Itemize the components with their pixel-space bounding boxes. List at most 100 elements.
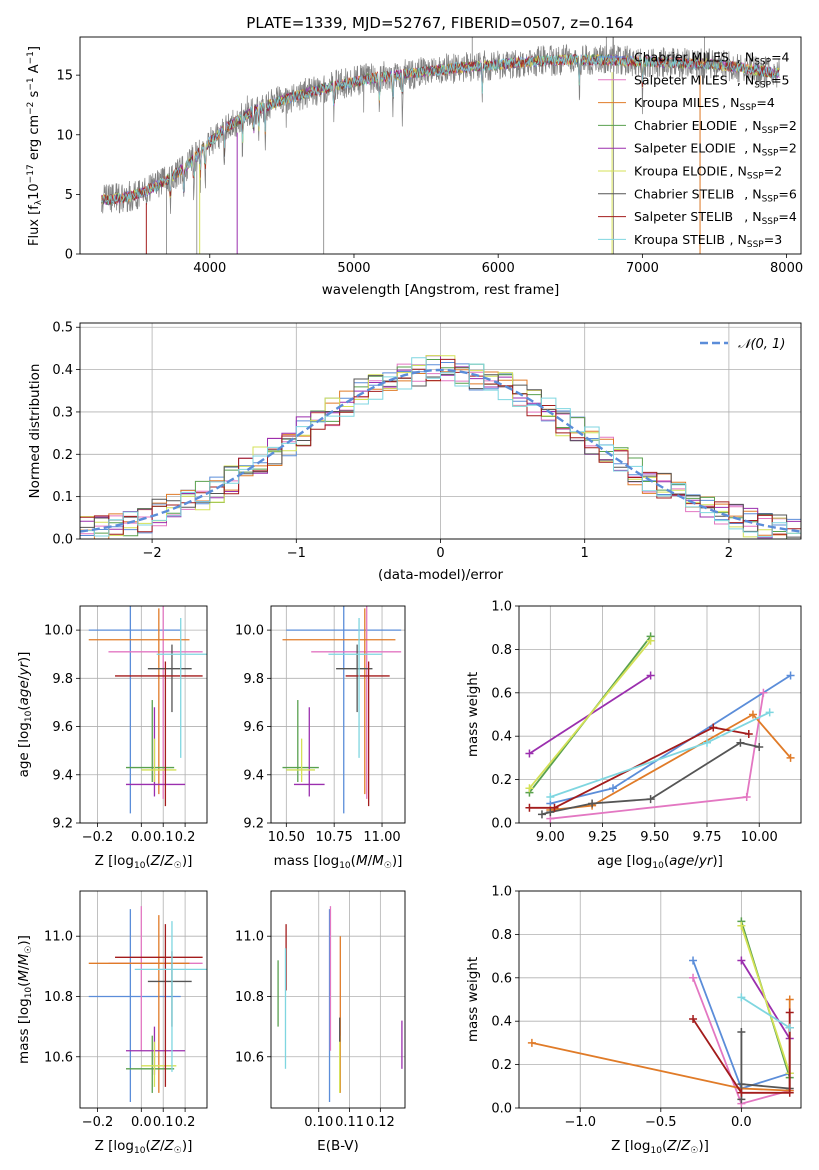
x-tick-label: 10.00 [741, 830, 778, 845]
y-tick-label: 10.8 [235, 990, 264, 1005]
y-tick-label: 9.8 [52, 672, 73, 687]
weight-marker-kroupa-miles [748, 710, 757, 719]
y-tick-label: 11.0 [235, 930, 264, 945]
y-tick-label: 11.0 [44, 930, 73, 945]
weight-marker-chabrier-stelib [736, 738, 745, 747]
histogram-kroupa-stelib [80, 357, 801, 538]
mass-vs-Z-y-axis-label: mass [log10(M/M☉)] [16, 935, 34, 1064]
model-line-kroupa-stelib [101, 53, 780, 205]
x-tick-label: 0.1 [153, 830, 174, 845]
weight-vs-age-series-group [525, 632, 795, 823]
weight-marker-kroupa-miles [527, 1038, 536, 1047]
y-tick-label: 0.8 [491, 643, 512, 658]
mass-vs-EBV-x-axis-label: E(B-V) [317, 1138, 359, 1154]
x-tick-label: 1 [581, 546, 589, 561]
mass-vs-Z-series-group [88, 906, 207, 1102]
weight-marker-salpeter-stelib [525, 803, 534, 812]
y-tick-label: 0 [65, 248, 73, 263]
legend-nssp-salpeter-miles: , NSSP=5 [737, 72, 790, 90]
x-tick-label: −0.5 [645, 1115, 677, 1130]
x-tick-label: 9.75 [693, 830, 722, 845]
legend-nssp-salpeter-elodie: , NSSP=2 [744, 141, 797, 159]
weight-marker-salpeter-elodie [525, 749, 534, 758]
y-tick-label: 10.8 [44, 990, 73, 1005]
y-tick-label: 1.0 [491, 600, 512, 615]
x-tick-label: 7000 [626, 261, 659, 276]
spectrum-x-axis-label: wavelength [Angstrom, rest frame] [322, 282, 560, 298]
weight-marker-salpeter-miles [742, 792, 751, 801]
weight-marker-salpeter-elodie [737, 956, 746, 965]
y-tick-label: 9.2 [243, 817, 264, 832]
plot-frame [79, 605, 208, 824]
y-tick-label: 10.6 [235, 1050, 264, 1065]
y-tick-label: 10.0 [44, 624, 73, 639]
x-tick-label: −1.0 [564, 1115, 596, 1130]
y-tick-label: 0.0 [52, 533, 73, 548]
y-tick-label: 1.0 [491, 885, 512, 900]
spectrum-y-axis-label: Flux [fλ10−17 erg cm−2 s−1 A−1] [26, 46, 44, 246]
x-tick-label: 0.10 [304, 1115, 333, 1130]
weight-line-salpeter-stelib [529, 726, 749, 809]
legend-label-chabrier-miles: Chabrier MILES [634, 50, 729, 65]
weight-vs-Z-y-axis-label: mass weight [465, 957, 481, 1042]
plot-frame [79, 36, 802, 255]
weight-marker-salpeter-miles [759, 688, 768, 697]
y-tick-label: 0.4 [491, 1015, 512, 1030]
y-tick-label: 0.4 [52, 363, 73, 378]
legend-label-salpeter-elodie: Salpeter ELODIE [634, 141, 736, 156]
weight-marker-kroupa-stelib [785, 1023, 794, 1032]
weight-marker-chabrier-stelib [588, 799, 597, 808]
plot-frame [270, 605, 406, 824]
y-tick-label: 0.6 [491, 971, 512, 986]
y-tick-label: 9.4 [52, 768, 73, 783]
y-tick-label: 0.0 [491, 1102, 512, 1117]
legend-label-chabrier-elodie: Chabrier ELODIE [634, 118, 737, 133]
axes-age-vs-mass: 10.50 10.75 11.00 9.2 9.4 9.6 9.8 10.0 mass [log… [235, 605, 406, 871]
weight-marker-salpeter-stelib [785, 1088, 794, 1097]
spectrum-legend: Chabrier MILES , NSSP=4 Salpeter MILES , NS… [598, 50, 797, 250]
residuals-x-axis-label: (data-model)/error [378, 567, 504, 583]
weight-vs-age-y-axis-label: mass weight [465, 672, 481, 757]
age-vs-Z-series-group [88, 606, 207, 814]
weight-marker-salpeter-stelib [737, 1088, 746, 1097]
age-vs-mass-series-group [282, 606, 402, 814]
y-tick-label: 0.6 [491, 686, 512, 701]
weight-marker-chabrier-stelib [537, 810, 546, 819]
y-tick-label: 15 [56, 69, 73, 84]
normal-distribution-curve [80, 368, 801, 533]
y-tick-label: 0.2 [52, 448, 73, 463]
y-tick-label: 0.5 [52, 321, 73, 336]
x-tick-label: 9.25 [588, 830, 617, 845]
legend-label-salpeter-stelib: Salpeter STELIB [634, 209, 733, 224]
weight-marker-kroupa-stelib [703, 738, 711, 747]
y-tick-label: 0.3 [52, 405, 73, 420]
weight-marker-salpeter-stelib [785, 1008, 794, 1017]
x-tick-label: 0.2 [175, 1115, 196, 1130]
weight-marker-salpeter-miles [689, 973, 698, 982]
legend-nssp-chabrier-miles: , NSSP=4 [737, 50, 790, 68]
weight-marker-salpeter-stelib [709, 723, 718, 732]
y-tick-label: 5 [65, 188, 73, 203]
legend-label-normal: 𝒩(0, 1) [738, 337, 785, 352]
x-tick-label: 0.0 [131, 830, 152, 845]
y-tick-label: 0.8 [491, 928, 512, 943]
x-tick-label: 10.75 [316, 830, 353, 845]
weight-marker-kroupa-miles [785, 995, 794, 1004]
weight-line-kroupa-stelib [740, 996, 791, 1029]
weight-line-kroupa-elodie [740, 925, 791, 1074]
legend-label-kroupa-stelib: Kroupa STELIB [634, 232, 725, 247]
weight-marker-chabrier-stelib [646, 795, 655, 804]
weight-marker-chabrier-stelib [755, 743, 764, 752]
mass-vs-Z-x-axis-label: Z [log10(Z/Z☉)] [95, 1138, 193, 1156]
legend-nssp-chabrier-stelib: , NSSP=6 [744, 186, 797, 204]
x-tick-label: 0.1 [153, 1115, 174, 1130]
legend-label-salpeter-miles: Salpeter MILES [634, 72, 728, 87]
axes-spectrum: 4000 5000 6000 7000 8000 0 5 10 15 Chabrier MILES… [26, 36, 803, 298]
legend-label-chabrier-stelib: Chabrier STELIB [634, 186, 734, 201]
weight-marker-kroupa-elodie [646, 636, 655, 645]
weight-line-kroupa-elodie [528, 640, 652, 789]
weight-marker-kroupa-stelib [765, 708, 774, 717]
axes-residuals: −2 −1 0 1 2 0.0 0.1 0.2 0.3 0.4 0.5 𝒩(0, 1) (data-mo… [27, 321, 802, 583]
y-tick-label: 0.2 [491, 1058, 512, 1073]
y-tick-label: 9.6 [52, 720, 73, 735]
